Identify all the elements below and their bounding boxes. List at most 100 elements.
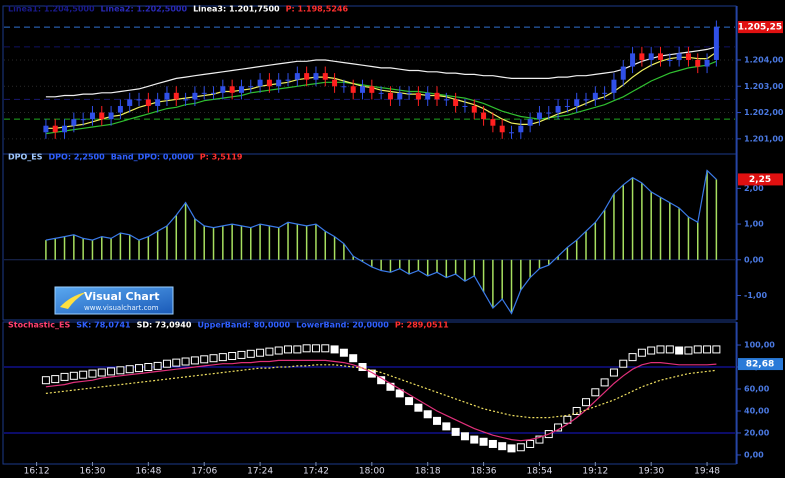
bar bbox=[557, 256, 559, 260]
candle-body bbox=[713, 27, 719, 60]
sk-box bbox=[88, 369, 97, 378]
candle-body bbox=[602, 92, 608, 94]
bar bbox=[501, 259, 503, 300]
candle-body bbox=[574, 99, 580, 106]
sk-box bbox=[609, 368, 618, 377]
panel-header: DPO: 2,2500 bbox=[49, 153, 106, 162]
bar bbox=[380, 259, 382, 271]
sk-box bbox=[162, 359, 171, 368]
candle-body bbox=[155, 99, 161, 106]
candle-body bbox=[192, 92, 198, 100]
sk-box bbox=[200, 355, 209, 364]
bar bbox=[697, 222, 699, 260]
candle-body bbox=[183, 99, 189, 101]
sk-box bbox=[153, 361, 162, 370]
dpo-line bbox=[45, 169, 717, 315]
sk-box bbox=[51, 375, 60, 384]
candle-body bbox=[378, 92, 384, 94]
y-tick-label: 2,00 bbox=[744, 184, 764, 193]
bar bbox=[631, 177, 634, 260]
y-tick-label: 1.202,00 bbox=[744, 108, 784, 117]
candle-body bbox=[630, 53, 636, 67]
sk-box bbox=[442, 422, 451, 431]
sk-box bbox=[535, 435, 544, 444]
bar bbox=[510, 259, 513, 314]
candle-body bbox=[471, 105, 477, 113]
bar bbox=[287, 222, 289, 260]
x-tick-label: 18:18 bbox=[415, 467, 441, 477]
bar bbox=[594, 222, 597, 260]
logo[interactable]: Visual Chart www.visualchart.com bbox=[54, 286, 174, 315]
sk-box bbox=[135, 364, 144, 373]
sk-box bbox=[693, 345, 702, 354]
candle-body bbox=[499, 125, 505, 133]
bar bbox=[194, 218, 196, 260]
sk-box bbox=[246, 349, 255, 358]
x-tick-label: 16:30 bbox=[79, 467, 105, 477]
bar bbox=[389, 259, 392, 273]
candle-body bbox=[294, 73, 300, 80]
candle-body bbox=[462, 105, 468, 107]
candle-body bbox=[397, 92, 403, 100]
panel-header: P: 289,0511 bbox=[395, 321, 449, 330]
candle-body bbox=[667, 59, 673, 61]
x-tick-label: 18:36 bbox=[471, 467, 497, 477]
sk-box bbox=[107, 367, 116, 376]
bar bbox=[650, 191, 652, 260]
bar bbox=[333, 236, 336, 260]
y-tick-label: -1,00 bbox=[744, 291, 767, 300]
x-tick-label: 16:12 bbox=[24, 467, 50, 477]
sk-box bbox=[265, 347, 274, 356]
bar bbox=[678, 208, 680, 260]
logo-url: www.visualchart.com bbox=[84, 304, 159, 312]
panel-header: P: 1.198,5246 bbox=[286, 5, 349, 14]
bar bbox=[361, 259, 364, 262]
bar bbox=[110, 238, 112, 260]
bar bbox=[305, 225, 308, 260]
current-box bbox=[738, 358, 783, 371]
sk-box bbox=[237, 350, 246, 359]
bar bbox=[585, 231, 587, 260]
bar bbox=[417, 259, 420, 271]
candle-body bbox=[71, 119, 77, 126]
candle-body bbox=[555, 105, 561, 113]
candle-body bbox=[322, 73, 328, 80]
sk-box bbox=[498, 442, 507, 451]
panel-header: DPO_ES bbox=[8, 153, 43, 162]
y-tick-label: 1.203,00 bbox=[744, 82, 784, 91]
sk-box bbox=[414, 403, 423, 412]
sk-box bbox=[460, 432, 469, 441]
bar bbox=[203, 225, 205, 260]
panel-frame bbox=[2, 321, 737, 465]
bar bbox=[343, 243, 345, 260]
candle-body bbox=[676, 53, 682, 60]
sk-box bbox=[647, 346, 656, 355]
current-box bbox=[738, 173, 783, 186]
bar bbox=[147, 236, 150, 260]
bar bbox=[538, 259, 541, 269]
sk-box bbox=[451, 427, 460, 436]
candle-body bbox=[695, 59, 701, 67]
candle-body bbox=[592, 92, 598, 100]
sk-box bbox=[293, 345, 302, 354]
sk-box bbox=[274, 346, 283, 355]
x-tick-label: 18:54 bbox=[526, 467, 552, 477]
overlay-line bbox=[45, 46, 717, 98]
candle-body bbox=[304, 73, 310, 80]
sk-box bbox=[628, 353, 637, 362]
bar bbox=[82, 238, 84, 260]
sk-box bbox=[665, 345, 674, 354]
bar bbox=[315, 224, 317, 260]
bar bbox=[520, 259, 522, 291]
candle-body bbox=[145, 99, 151, 106]
bar bbox=[669, 202, 671, 260]
candle-body bbox=[43, 125, 49, 133]
panel-header: Linea2: 1.202,5000 bbox=[101, 5, 188, 14]
bar bbox=[408, 259, 410, 275]
bar bbox=[426, 259, 429, 276]
candle-body bbox=[211, 92, 217, 94]
panel-header: SD: 73,0940 bbox=[137, 321, 192, 330]
sk-box bbox=[144, 363, 153, 372]
candle-body bbox=[201, 92, 207, 94]
candle-body bbox=[509, 132, 515, 134]
